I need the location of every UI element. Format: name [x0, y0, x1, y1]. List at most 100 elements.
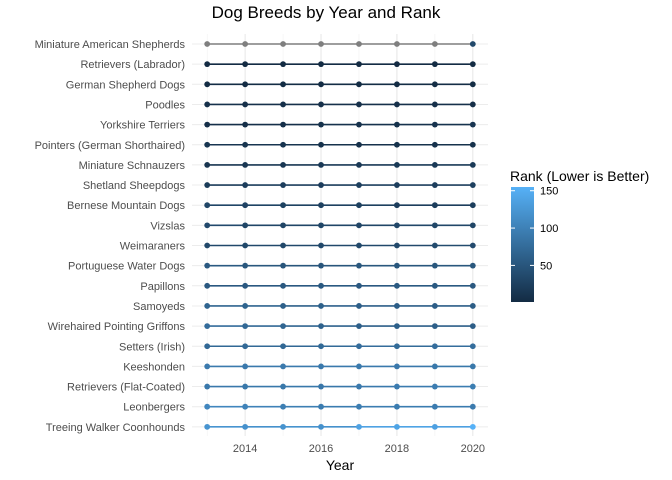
data-point: [431, 182, 438, 188]
data-point: [394, 303, 400, 309]
x-tick-label: 2016: [309, 443, 333, 455]
data-point: [469, 242, 476, 249]
data-point: [204, 81, 211, 88]
series-row: [204, 101, 476, 108]
data-point: [356, 423, 362, 430]
data-point: [356, 41, 362, 47]
data-point: [356, 383, 362, 390]
data-point: [431, 81, 438, 88]
legend-title: Rank (Lower is Better): [510, 168, 649, 184]
data-point: [280, 363, 286, 370]
data-point: [242, 101, 249, 108]
data-point: [242, 141, 249, 148]
legend-tick-label: 100: [540, 223, 558, 235]
x-tick-label: 2020: [461, 443, 485, 455]
data-point: [204, 222, 211, 229]
data-point: [204, 383, 211, 390]
data-point: [394, 262, 400, 269]
data-point: [431, 222, 438, 229]
series-row: [204, 282, 476, 289]
data-point: [242, 282, 249, 289]
category-label: Wirehaired Pointing Griffons: [48, 321, 186, 333]
data-point: [469, 343, 476, 350]
data-point: [204, 202, 211, 209]
category-label: Papillons: [140, 281, 185, 293]
data-point: [204, 282, 211, 289]
data-point: [356, 222, 362, 229]
grid-lines: [192, 34, 488, 436]
data-point: [280, 182, 286, 188]
data-point: [318, 202, 324, 209]
data-point: [356, 101, 362, 108]
legend-ticks: 50 100 150: [511, 186, 558, 272]
data-point: [469, 323, 476, 329]
data-point: [356, 282, 362, 289]
data-point: [394, 282, 400, 289]
data-point: [280, 222, 286, 229]
series-row: [204, 81, 476, 88]
data-point: [356, 202, 362, 209]
data-point: [280, 282, 286, 289]
data-point: [280, 303, 286, 309]
data-point: [394, 383, 400, 390]
data-point: [318, 162, 324, 168]
data-point: [356, 323, 362, 329]
data-point: [204, 101, 211, 108]
legend-colorbar: [511, 187, 534, 302]
data-point: [469, 162, 476, 168]
data-point: [469, 141, 476, 148]
data-point: [431, 343, 438, 350]
data-point: [469, 383, 476, 390]
data-point: [394, 101, 400, 108]
data-point: [318, 61, 324, 68]
data-point: [469, 81, 476, 88]
data-point: [469, 101, 476, 108]
category-label: German Shepherd Dogs: [66, 79, 186, 91]
series-row: [204, 262, 476, 269]
data-point: [204, 323, 211, 329]
data-point: [356, 363, 362, 370]
data-point: [318, 383, 324, 390]
series-row: [204, 383, 476, 390]
data-point: [242, 121, 249, 128]
data-point: [242, 202, 249, 209]
data-point: [318, 262, 324, 269]
data-point: [356, 162, 362, 168]
x-tick-labels: 2014 2016 2018 2020: [233, 443, 485, 455]
data-point: [280, 61, 286, 68]
data-point: [356, 61, 362, 68]
data-point: [242, 303, 249, 309]
data-point: [280, 262, 286, 269]
data-point: [394, 363, 400, 370]
data-point: [318, 121, 324, 128]
data-point: [242, 162, 249, 168]
data-point: [431, 403, 438, 410]
data-point: [431, 202, 438, 209]
data-point: [242, 242, 249, 249]
data-point: [204, 41, 211, 47]
data-point: [280, 383, 286, 390]
series-row: [204, 41, 476, 47]
data-point: [394, 81, 400, 88]
category-label: Portuguese Water Dogs: [68, 261, 185, 273]
data-point: [469, 403, 476, 410]
data-point: [280, 202, 286, 209]
data-point: [280, 343, 286, 350]
data-point: [204, 121, 211, 128]
data-point: [469, 303, 476, 309]
category-label: Leonbergers: [123, 402, 185, 414]
data-point: [356, 403, 362, 410]
data-point: [204, 262, 211, 269]
category-label: Setters (Irish): [119, 341, 185, 353]
data-point: [318, 242, 324, 249]
data-point: [431, 41, 438, 47]
color-legend: Rank (Lower is Better) 50 100 150: [510, 168, 649, 302]
data-point: [469, 222, 476, 229]
data-point: [242, 61, 249, 68]
series-row: [204, 343, 476, 350]
data-point: [242, 182, 249, 188]
legend-tick-label: 50: [540, 260, 552, 272]
data-point: [204, 403, 211, 410]
data-point: [431, 423, 438, 430]
